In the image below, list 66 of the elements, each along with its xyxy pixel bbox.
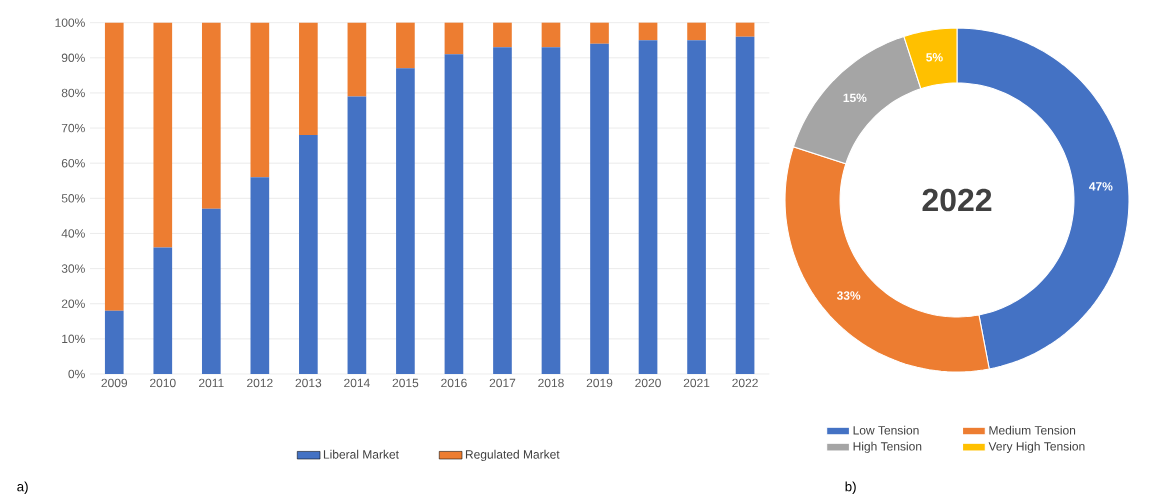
bar: [493, 47, 512, 374]
bar: [687, 22, 706, 41]
y-tick-label: 90%: [61, 53, 85, 63]
bar: [347, 96, 367, 374]
data-label: 47%: [1089, 182, 1113, 191]
y-tick-label: 80%: [61, 88, 85, 98]
bar: [687, 40, 706, 374]
bar: [201, 208, 221, 374]
legend-label: Liberal Market: [323, 449, 399, 459]
bar: [250, 22, 270, 178]
x-tick-label: 2012: [247, 378, 273, 388]
x-tick-label: 2013: [295, 378, 322, 388]
legend-label: High Tension: [853, 441, 922, 453]
bar: [541, 47, 561, 374]
bar: [493, 22, 512, 48]
bar: [396, 68, 415, 374]
y-tick-label: 70%: [61, 123, 85, 133]
bar: [444, 54, 464, 374]
bar: [104, 310, 124, 374]
bar: [541, 22, 561, 48]
bar: [250, 177, 270, 374]
y-tick-label: 10%: [62, 334, 85, 344]
y-tick-label: 50%: [61, 194, 85, 203]
x-tick-label: 2009: [101, 378, 128, 388]
bar: [153, 22, 173, 248]
bar: [299, 22, 318, 136]
x-tick-label: 2020: [635, 378, 661, 388]
bar: [153, 247, 173, 374]
data-label: 15%: [843, 93, 867, 103]
y-tick-label: 20%: [61, 299, 85, 308]
x-tick-label: 2015: [392, 378, 419, 388]
x-tick-label: 2014: [344, 378, 370, 388]
x-tick-label: 2016: [441, 378, 467, 388]
x-tick-label: 2010: [150, 378, 176, 388]
text: 2022: [922, 188, 992, 212]
legend-label: Low Tension: [853, 425, 919, 435]
y-tick-label: 30%: [61, 264, 85, 273]
text: a): [17, 481, 28, 494]
x-tick-label: 2022: [732, 378, 758, 388]
x-tick-label: 2018: [538, 378, 564, 388]
y-tick-label: 100%: [55, 18, 85, 27]
bar: [104, 22, 124, 311]
text: b): [845, 481, 856, 494]
bar: [638, 22, 658, 41]
y-tick-label: 0%: [68, 369, 85, 379]
bar: [299, 135, 318, 374]
bar: [396, 22, 415, 69]
bar: [735, 36, 755, 374]
bar: [347, 22, 367, 97]
bar: [444, 22, 464, 55]
x-tick-label: 2021: [683, 378, 710, 388]
x-tick-label: 2019: [586, 378, 613, 388]
x-tick-label: 2011: [199, 378, 224, 388]
bar: [201, 22, 221, 209]
data-label: 5%: [926, 53, 943, 62]
legend-label: Medium Tension: [989, 425, 1076, 435]
bar: [590, 43, 609, 374]
x-tick-label: 2017: [489, 378, 516, 388]
legend-label: Very High Tension: [988, 441, 1085, 453]
y-tick-label: 40%: [61, 229, 85, 238]
legend-label: Regulated Market: [465, 449, 560, 462]
bar: [735, 22, 755, 37]
bar: [590, 22, 609, 44]
y-tick-label: 60%: [61, 158, 85, 168]
data-label: 33%: [836, 291, 861, 300]
bar: [638, 40, 658, 374]
